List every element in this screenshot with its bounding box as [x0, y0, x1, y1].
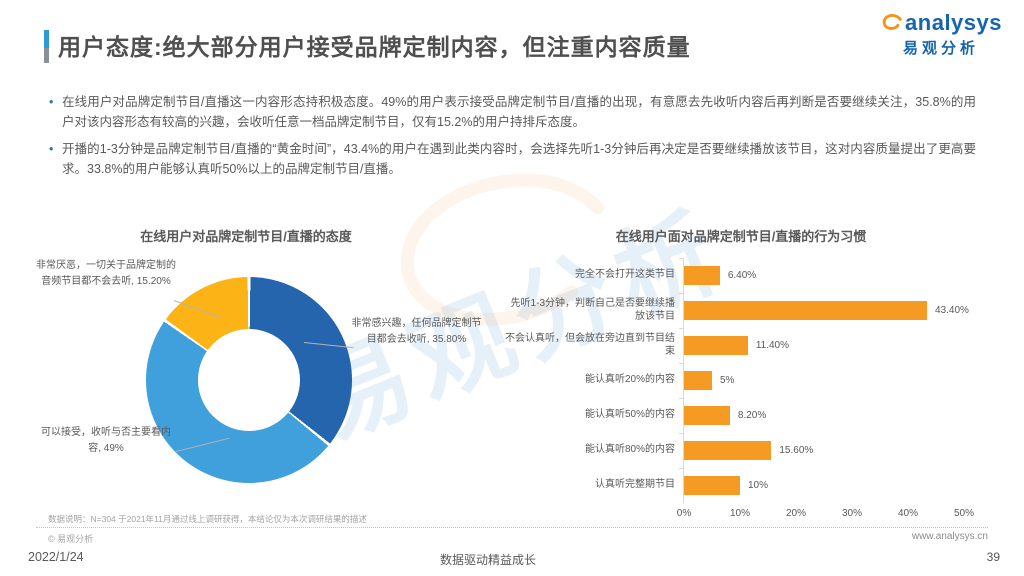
page-number: 39 — [986, 550, 1000, 564]
bar-row: 能认真听20%的内容 5% — [502, 363, 980, 398]
behavior-bar-chart: 在线用户面对品牌定制节目/直播的行为习惯 完全不会打开这类节目 6.40% 先听1-… — [502, 220, 980, 530]
bar-row: 先听1-3分钟，判断自己是否要继续播放该节目 43.40% — [502, 293, 980, 328]
x-axis-tick-label: 30% — [841, 508, 863, 519]
bar — [684, 406, 730, 425]
data-footnote: 数据说明：N=304 于2021年11月通过线上调研获得，本结论仅为本次调研结果… — [48, 514, 367, 524]
bar-track: 5% — [679, 363, 980, 398]
donut — [146, 277, 352, 483]
bar-row: 能认真听80%的内容 15.60% — [502, 433, 980, 468]
pie-slice-label: 非常感兴趣，任何品牌定制节目都会去收听, 35.80% — [351, 318, 482, 345]
bar-row: 能认真听50%的内容 8.20% — [502, 398, 980, 433]
bar-category-label: 能认真听80%的内容 — [584, 444, 675, 456]
x-axis-tick-label: 10% — [729, 508, 751, 519]
analysys-logo: analysys 易观分析 — [880, 10, 1002, 58]
summary-bullets: 在线用户对品牌定制节目/直播这一内容形态持积极态度。49%的用户表示接受品牌定制… — [48, 92, 976, 186]
donut-hole — [198, 329, 300, 431]
bar — [684, 301, 928, 320]
x-axis-tick-label: 50% — [953, 508, 975, 519]
x-axis-tick-label: 20% — [785, 508, 807, 519]
analysys-swirl-icon — [882, 14, 902, 30]
bar-x-axis: 0% 10% 20% 30% 40% 50% — [502, 508, 980, 522]
title-accent-bar — [44, 30, 49, 63]
bar — [684, 441, 772, 460]
bar — [684, 476, 740, 495]
x-axis-tick-label: 0% — [676, 508, 692, 519]
bar-value-label: 11.40% — [755, 340, 790, 351]
bar-category-label: 不会认真听，但会放在旁边直到节目结束 — [505, 333, 675, 357]
bar-track: 8.20% — [679, 398, 980, 433]
bar-value-label: 10% — [748, 480, 769, 491]
x-axis-tick-label: 40% — [897, 508, 919, 519]
bar-value-label: 8.20% — [737, 410, 767, 421]
pie-slice-label: 可以接受，收听与否主要看内容, 49% — [41, 427, 171, 454]
logo-brand-text: analysys — [905, 10, 1002, 35]
bar-category-label: 先听1-3分钟，判断自己是否要继续播放该节目 — [510, 298, 675, 322]
attitude-donut-chart: 在线用户对品牌定制节目/直播的态度 非常厌恶，一切关于品牌定制的音频节目都不会去… — [36, 220, 506, 525]
bar — [684, 336, 748, 355]
bar-value-label: 15.60% — [779, 445, 814, 456]
page-title: 用户态度:绝大部分用户接受品牌定制内容，但注重内容质量 — [58, 34, 691, 60]
bar-track: 11.40% — [679, 328, 980, 363]
bar-value-label: 6.40% — [727, 270, 757, 281]
website-text: www.analysys.cn — [911, 531, 988, 542]
logo-brand-chinese: 易观分析 — [903, 40, 980, 57]
bar-value-label: 5% — [720, 375, 735, 386]
bar-category-label: 能认真听50%的内容 — [584, 409, 675, 421]
bar — [684, 266, 720, 285]
copyright-text: © 易观分析 — [48, 534, 94, 544]
bar-plot: 完全不会打开这类节目 6.40% 先听1-3分钟，判断自己是否要继续播放该节目 43.… — [502, 258, 980, 503]
bar — [684, 371, 712, 390]
footer-divider — [36, 527, 988, 528]
report-date: 2022/1/24 — [28, 550, 84, 564]
bar-row: 不会认真听，但会放在旁边直到节目结束 11.40% — [502, 328, 980, 363]
bar-track: 15.60% — [679, 433, 980, 468]
donut-chart-title: 在线用户对品牌定制节目/直播的态度 — [140, 229, 352, 244]
bar-track: 43.40% — [679, 293, 980, 328]
bar-row: 完全不会打开这类节目 6.40% — [502, 258, 980, 293]
bar-value-label: 43.40% — [935, 305, 969, 316]
bar-category-label: 认真听完整期节目 — [595, 479, 675, 491]
bullet-item: 开播的1-3分钟是品牌定制节目/直播的“黄金时间”，43.4%的用户在遇到此类内… — [48, 139, 976, 179]
bar-chart-title: 在线用户面对品牌定制节目/直播的行为习惯 — [615, 229, 867, 244]
bar-category-label: 能认真听20%的内容 — [584, 374, 675, 386]
bar-track: 10% — [679, 468, 980, 503]
bar-row: 认真听完整期节目 10% — [502, 468, 980, 503]
bar-category-label: 完全不会打开这类节目 — [575, 269, 675, 281]
footer-slogan: 数据驱动精益成长 — [439, 553, 536, 567]
bar-track: 6.40% — [679, 258, 980, 293]
pie-slice-label: 非常厌恶，一切关于品牌定制的音频节目都不会去听, 15.20% — [36, 260, 176, 287]
bullet-item: 在线用户对品牌定制节目/直播这一内容形态持积极态度。49%的用户表示接受品牌定制… — [48, 92, 976, 132]
